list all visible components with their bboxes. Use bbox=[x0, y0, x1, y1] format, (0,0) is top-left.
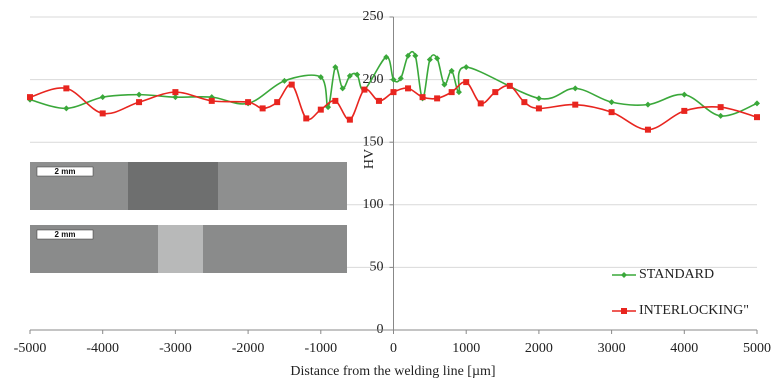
marker bbox=[449, 89, 455, 95]
marker bbox=[478, 100, 484, 106]
marker bbox=[572, 102, 578, 108]
x-tick-label: -1000 bbox=[304, 341, 337, 356]
marker bbox=[289, 82, 295, 88]
marker bbox=[420, 94, 426, 100]
x-tick-label: 4000 bbox=[670, 341, 698, 356]
marker bbox=[463, 79, 469, 85]
y-tick-label: 100 bbox=[363, 197, 384, 212]
marker bbox=[645, 127, 651, 133]
x-tick-label: 2000 bbox=[525, 341, 553, 356]
marker bbox=[507, 83, 513, 89]
marker bbox=[521, 99, 527, 105]
marker bbox=[463, 64, 469, 70]
chart: 2 mm 2 mm HV Distance from the welding l… bbox=[0, 0, 774, 385]
marker bbox=[260, 105, 266, 111]
marker bbox=[318, 107, 324, 113]
marker bbox=[536, 105, 542, 111]
x-tick-label: 0 bbox=[390, 341, 397, 356]
marker bbox=[27, 94, 33, 100]
x-tick-label: -5000 bbox=[14, 341, 47, 356]
marker bbox=[281, 78, 287, 84]
marker bbox=[274, 99, 280, 105]
marker bbox=[391, 89, 397, 95]
marker bbox=[621, 272, 627, 278]
weld-zone bbox=[128, 162, 218, 210]
marker bbox=[412, 53, 418, 59]
marker bbox=[536, 95, 542, 101]
weld-zone bbox=[158, 225, 203, 273]
x-axis-label: Distance from the welding line [µm] bbox=[290, 364, 495, 379]
marker bbox=[347, 117, 353, 123]
marker bbox=[681, 108, 687, 114]
marker bbox=[405, 85, 411, 91]
marker bbox=[332, 98, 338, 104]
marker bbox=[63, 85, 69, 91]
marker bbox=[303, 115, 309, 121]
marker bbox=[572, 85, 578, 91]
marker bbox=[209, 98, 215, 104]
marker bbox=[718, 104, 724, 110]
y-tick-label: 150 bbox=[363, 134, 384, 149]
marker bbox=[609, 99, 615, 105]
legend-label: STANDARD bbox=[639, 267, 714, 282]
y-tick-label: 250 bbox=[363, 9, 384, 24]
y-axis-label: HV bbox=[362, 149, 377, 169]
marker bbox=[361, 87, 367, 93]
marker bbox=[492, 89, 498, 95]
page: {"chart_data": {"type": "line", "x_label… bbox=[0, 0, 774, 385]
scale-label: 2 mm bbox=[55, 167, 76, 176]
marker bbox=[645, 102, 651, 108]
x-tick-label: 3000 bbox=[598, 341, 626, 356]
marker bbox=[754, 114, 760, 120]
marker bbox=[681, 92, 687, 98]
marker bbox=[754, 100, 760, 106]
marker bbox=[136, 92, 142, 98]
x-tick-label: -2000 bbox=[232, 341, 265, 356]
y-tick-label: 50 bbox=[370, 260, 384, 275]
marker bbox=[172, 89, 178, 95]
y-tick-label: 200 bbox=[363, 72, 384, 87]
x-tick-label: 1000 bbox=[452, 341, 480, 356]
marker bbox=[621, 308, 627, 314]
marker bbox=[718, 113, 724, 119]
marker bbox=[100, 94, 106, 100]
marker bbox=[245, 99, 251, 105]
legend-label: INTERLOCKING" bbox=[639, 303, 749, 318]
x-tick-label: -3000 bbox=[159, 341, 192, 356]
marker bbox=[100, 110, 106, 116]
marker bbox=[63, 105, 69, 111]
marker bbox=[609, 109, 615, 115]
marker bbox=[434, 95, 440, 101]
marker bbox=[354, 72, 360, 78]
marker bbox=[427, 57, 433, 63]
marker bbox=[376, 98, 382, 104]
scale-label: 2 mm bbox=[55, 230, 76, 239]
x-tick-label: 5000 bbox=[743, 341, 771, 356]
x-tick-label: -4000 bbox=[86, 341, 119, 356]
marker bbox=[136, 99, 142, 105]
